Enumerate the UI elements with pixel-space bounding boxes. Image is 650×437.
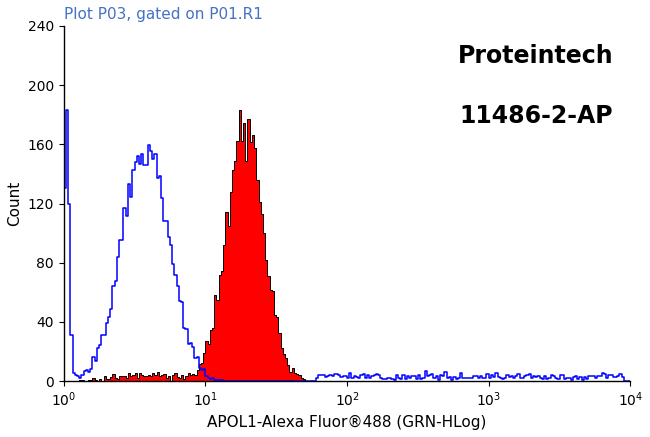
Y-axis label: Count: Count xyxy=(7,181,22,226)
Text: Plot P03, gated on P01.R1: Plot P03, gated on P01.R1 xyxy=(64,7,263,22)
Text: Proteintech: Proteintech xyxy=(458,44,614,68)
X-axis label: APOL1-Alexa Fluor®488 (GRN-HLog): APOL1-Alexa Fluor®488 (GRN-HLog) xyxy=(207,415,487,430)
Text: 11486-2-AP: 11486-2-AP xyxy=(460,104,614,128)
